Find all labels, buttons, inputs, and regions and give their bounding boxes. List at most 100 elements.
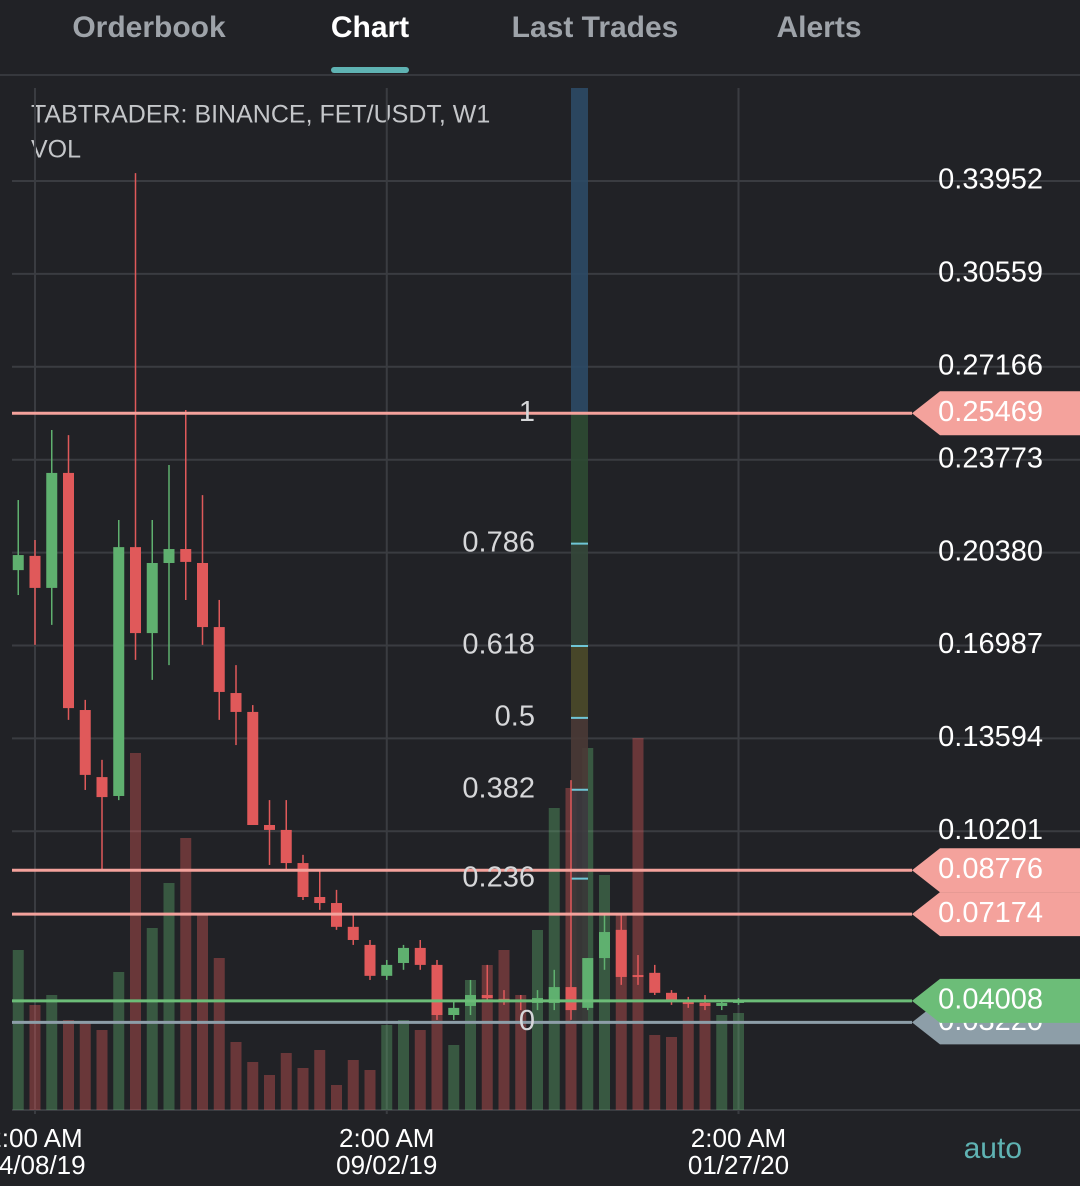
price-tag	[912, 391, 1080, 436]
price-tag-label: 0.08776	[938, 853, 1043, 885]
volume-bar	[29, 1004, 41, 1110]
candle-body	[12, 555, 24, 571]
candle-body	[96, 777, 108, 798]
candle-body	[615, 929, 627, 977]
volume-bar	[465, 979, 476, 1110]
volume-bar	[230, 1041, 242, 1110]
volume-bar	[532, 929, 543, 1110]
candle-body	[314, 897, 326, 904]
candle-body	[582, 958, 594, 1008]
candle-body	[381, 964, 393, 976]
volume-bars	[12, 737, 744, 1110]
price-tag	[912, 892, 1080, 937]
candle-body	[163, 549, 175, 563]
volume-bar	[615, 914, 627, 1110]
candle-body	[113, 547, 125, 796]
y-tick-label: 0.23773	[938, 442, 1043, 474]
x-tick-label: 2:00 AM04/08/19	[0, 1123, 86, 1180]
volume-bar	[79, 1021, 91, 1110]
volume-bar	[63, 1019, 74, 1110]
volume-bar	[46, 994, 58, 1110]
candle-body	[264, 825, 275, 830]
volume-bar	[197, 914, 208, 1110]
price-tag-label: 0.25469	[938, 396, 1043, 428]
candle-body	[649, 972, 661, 993]
volume-bar	[733, 1012, 744, 1110]
candle-body	[79, 710, 91, 775]
fib-zone	[571, 413, 588, 544]
candle-body	[46, 472, 58, 588]
tab[interactable]: Orderbook	[72, 11, 226, 44]
volume-bar	[146, 927, 158, 1110]
fib-zone	[571, 717, 588, 790]
volume-bar	[599, 874, 610, 1110]
volume-bar	[247, 1061, 259, 1110]
candle-body	[632, 975, 644, 978]
fib-level-label: 0.618	[462, 629, 535, 661]
volume-bar	[264, 1074, 275, 1110]
candle-body	[29, 555, 41, 588]
volume-bar	[113, 971, 125, 1110]
candle-body	[197, 562, 208, 628]
candle-body	[230, 693, 242, 712]
price-tag	[912, 978, 1080, 1023]
volume-bar	[180, 837, 192, 1110]
candle-body	[146, 562, 158, 634]
candle-body	[130, 547, 141, 634]
volume-bar	[448, 1044, 460, 1110]
tab[interactable]: Alerts	[776, 11, 861, 44]
candle-body	[666, 992, 677, 1002]
y-tick-label: 0.27166	[938, 349, 1043, 381]
volume-bar	[632, 737, 644, 1110]
fib-level-label: 0.382	[462, 772, 535, 804]
volume-bar	[381, 1024, 393, 1110]
volume-bar	[414, 1029, 426, 1110]
volume-bar	[548, 807, 560, 1110]
candle-body	[548, 987, 560, 1003]
volume-bar	[347, 1059, 359, 1110]
candle-body	[599, 932, 610, 959]
volume-bar	[682, 999, 694, 1110]
candle-body	[180, 549, 192, 562]
volume-bar	[12, 949, 24, 1110]
fibonacci	[571, 88, 588, 1024]
volume-bar	[130, 752, 141, 1110]
tab[interactable]: Last Trades	[512, 11, 679, 44]
candle-body	[398, 947, 409, 963]
volume-label: VOL	[31, 136, 81, 164]
volume-bar	[297, 1067, 309, 1110]
y-tick-label: 0.20380	[938, 535, 1043, 567]
chart-title: TABTRADER: BINANCE, FET/USDT, W1	[31, 101, 490, 129]
scale-mode-button[interactable]: auto	[964, 1132, 1022, 1165]
candle-body	[481, 995, 493, 999]
price-tag	[912, 848, 1080, 893]
fib-level-label: 0	[519, 1005, 535, 1037]
price-tag-label: 0.04008	[938, 983, 1043, 1015]
volume-bar	[280, 1052, 292, 1110]
tab-bar: Orderbook Chart Last Trades Alerts	[72, 11, 862, 73]
fib-zone	[571, 88, 588, 414]
fib-level-label: 1	[519, 396, 535, 428]
x-tick-label: 2:00 AM 01/27/20	[688, 1123, 789, 1180]
volume-bar	[314, 1049, 326, 1110]
candle-body	[280, 829, 292, 864]
volume-bar	[96, 1029, 108, 1110]
volume-bar	[431, 999, 443, 1110]
y-tick-label: 0.30559	[938, 257, 1043, 289]
candle-body	[297, 863, 309, 898]
labels: 0.33952 0.30559 0.27166 0.23773 0.20380 0.169…	[0, 164, 1043, 1180]
y-tick-label: 0.33952	[938, 164, 1043, 196]
candle-body	[716, 1002, 728, 1006]
candle-body	[699, 1002, 711, 1006]
volume-bar	[666, 1036, 677, 1110]
volume-bar	[364, 1069, 376, 1110]
candle-body	[213, 627, 225, 692]
y-tick-label: 0.16987	[938, 628, 1043, 660]
fib-level-label: 0.236	[462, 861, 535, 893]
price-tag-label: 0.07174	[938, 897, 1043, 929]
tab[interactable]: Chart	[331, 11, 409, 44]
